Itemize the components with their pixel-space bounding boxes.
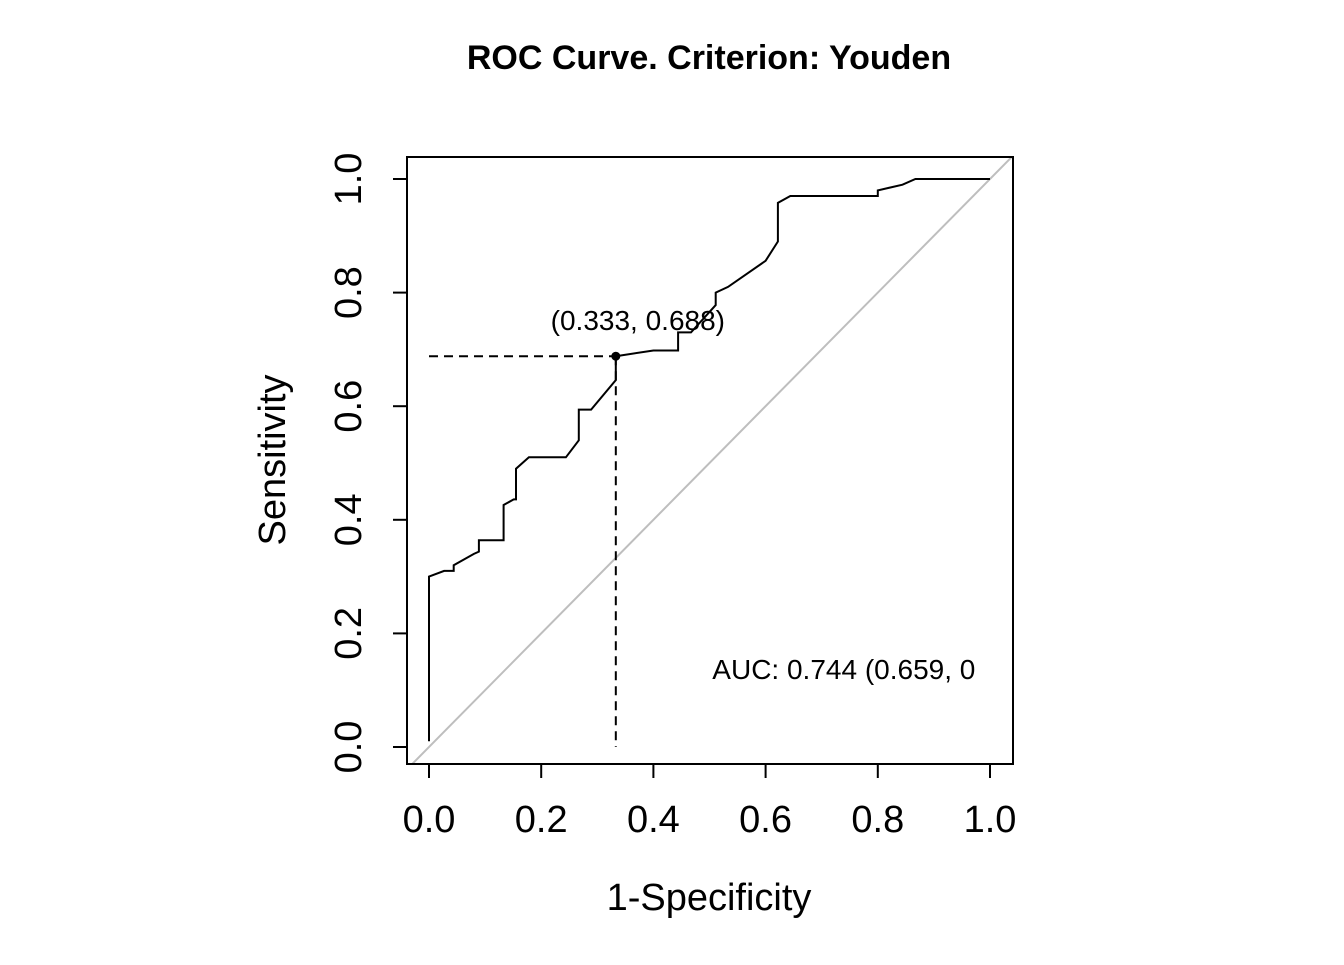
reference-diagonal-line [410, 157, 1013, 764]
y-tick-label: 0.0 [328, 721, 370, 774]
x-tick-label: 0.8 [851, 799, 904, 841]
y-axis: 0.0 0.2 0.4 0.6 0.8 1.0 [328, 153, 408, 774]
x-tick-label: 1.0 [964, 799, 1017, 841]
chart-title: ROC Curve. Criterion: Youden [467, 39, 951, 77]
y-axis-label: Sensitivity [252, 374, 294, 545]
x-axis: 0.0 0.2 0.4 0.6 0.8 1.0 [403, 763, 1017, 841]
optimal-point-label: (0.333, 0.688) [551, 305, 725, 336]
y-tick-label: 1.0 [328, 153, 370, 206]
optimal-point-marker [611, 351, 621, 361]
x-tick-label: 0.6 [739, 799, 792, 841]
roc-curve-line [428, 178, 990, 742]
y-tick-label: 0.2 [328, 607, 370, 660]
auc-label: AUC: 0.744 (0.659, 0 [712, 654, 975, 685]
y-tick-label: 0.8 [328, 266, 370, 319]
x-tick-label: 0.4 [627, 799, 680, 841]
y-tick-label: 0.4 [328, 493, 370, 546]
x-tick-label: 0.2 [515, 799, 568, 841]
x-tick-label: 0.0 [403, 799, 456, 841]
plot-content: (0.333, 0.688) AUC: 0.744 (0.659, 0 [410, 157, 1013, 764]
x-axis-label: 1-Specificity [607, 877, 812, 919]
y-tick-label: 0.6 [328, 380, 370, 433]
